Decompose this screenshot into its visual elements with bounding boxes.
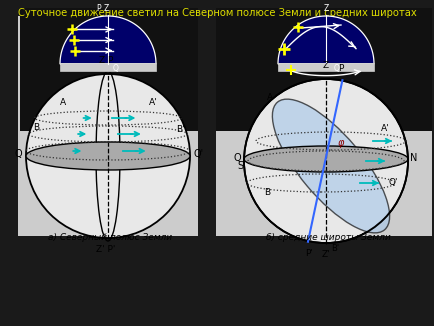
Ellipse shape	[26, 142, 190, 170]
Text: P: P	[338, 64, 343, 73]
Polygon shape	[18, 16, 198, 236]
Text: Суточное движение светил на Северном полюсе Земли и средних широтах: Суточное движение светил на Северном пол…	[18, 8, 416, 18]
Text: A': A'	[149, 98, 158, 107]
Polygon shape	[20, 8, 198, 131]
Text: Z: Z	[323, 4, 329, 13]
Text: A: A	[60, 98, 66, 107]
Text: Q: Q	[334, 64, 340, 72]
Text: B': B'	[331, 244, 339, 253]
Polygon shape	[278, 16, 374, 64]
Text: Q': Q'	[388, 178, 398, 187]
Text: P Z: P Z	[97, 4, 109, 13]
Text: Z P: Z P	[99, 56, 113, 65]
Text: Q: Q	[113, 64, 119, 72]
Text: а) Северный полюс Земли: а) Северный полюс Земли	[48, 233, 172, 242]
Circle shape	[26, 74, 190, 238]
Text: Q: Q	[14, 149, 22, 159]
Circle shape	[244, 79, 408, 243]
Polygon shape	[216, 8, 432, 131]
Text: Q: Q	[233, 153, 241, 163]
Polygon shape	[278, 63, 374, 71]
Text: A': A'	[381, 124, 389, 133]
Text: б) средние широты Земли: б) средние широты Земли	[266, 233, 390, 242]
Text: B: B	[33, 124, 39, 132]
Ellipse shape	[244, 146, 408, 172]
Polygon shape	[60, 16, 156, 64]
Text: S: S	[237, 161, 243, 171]
Text: φ: φ	[338, 138, 344, 148]
Text: B: B	[264, 188, 270, 197]
Text: P': P'	[305, 249, 313, 258]
Text: A: A	[267, 93, 273, 102]
Polygon shape	[60, 63, 156, 71]
Text: Z: Z	[323, 61, 329, 70]
Polygon shape	[216, 16, 432, 236]
Text: N: N	[410, 153, 418, 163]
Text: Q': Q'	[193, 149, 203, 159]
Text: Z' P': Z' P'	[96, 245, 116, 254]
Ellipse shape	[273, 99, 390, 233]
Text: Z': Z'	[322, 250, 330, 259]
Text: B': B'	[176, 125, 184, 134]
